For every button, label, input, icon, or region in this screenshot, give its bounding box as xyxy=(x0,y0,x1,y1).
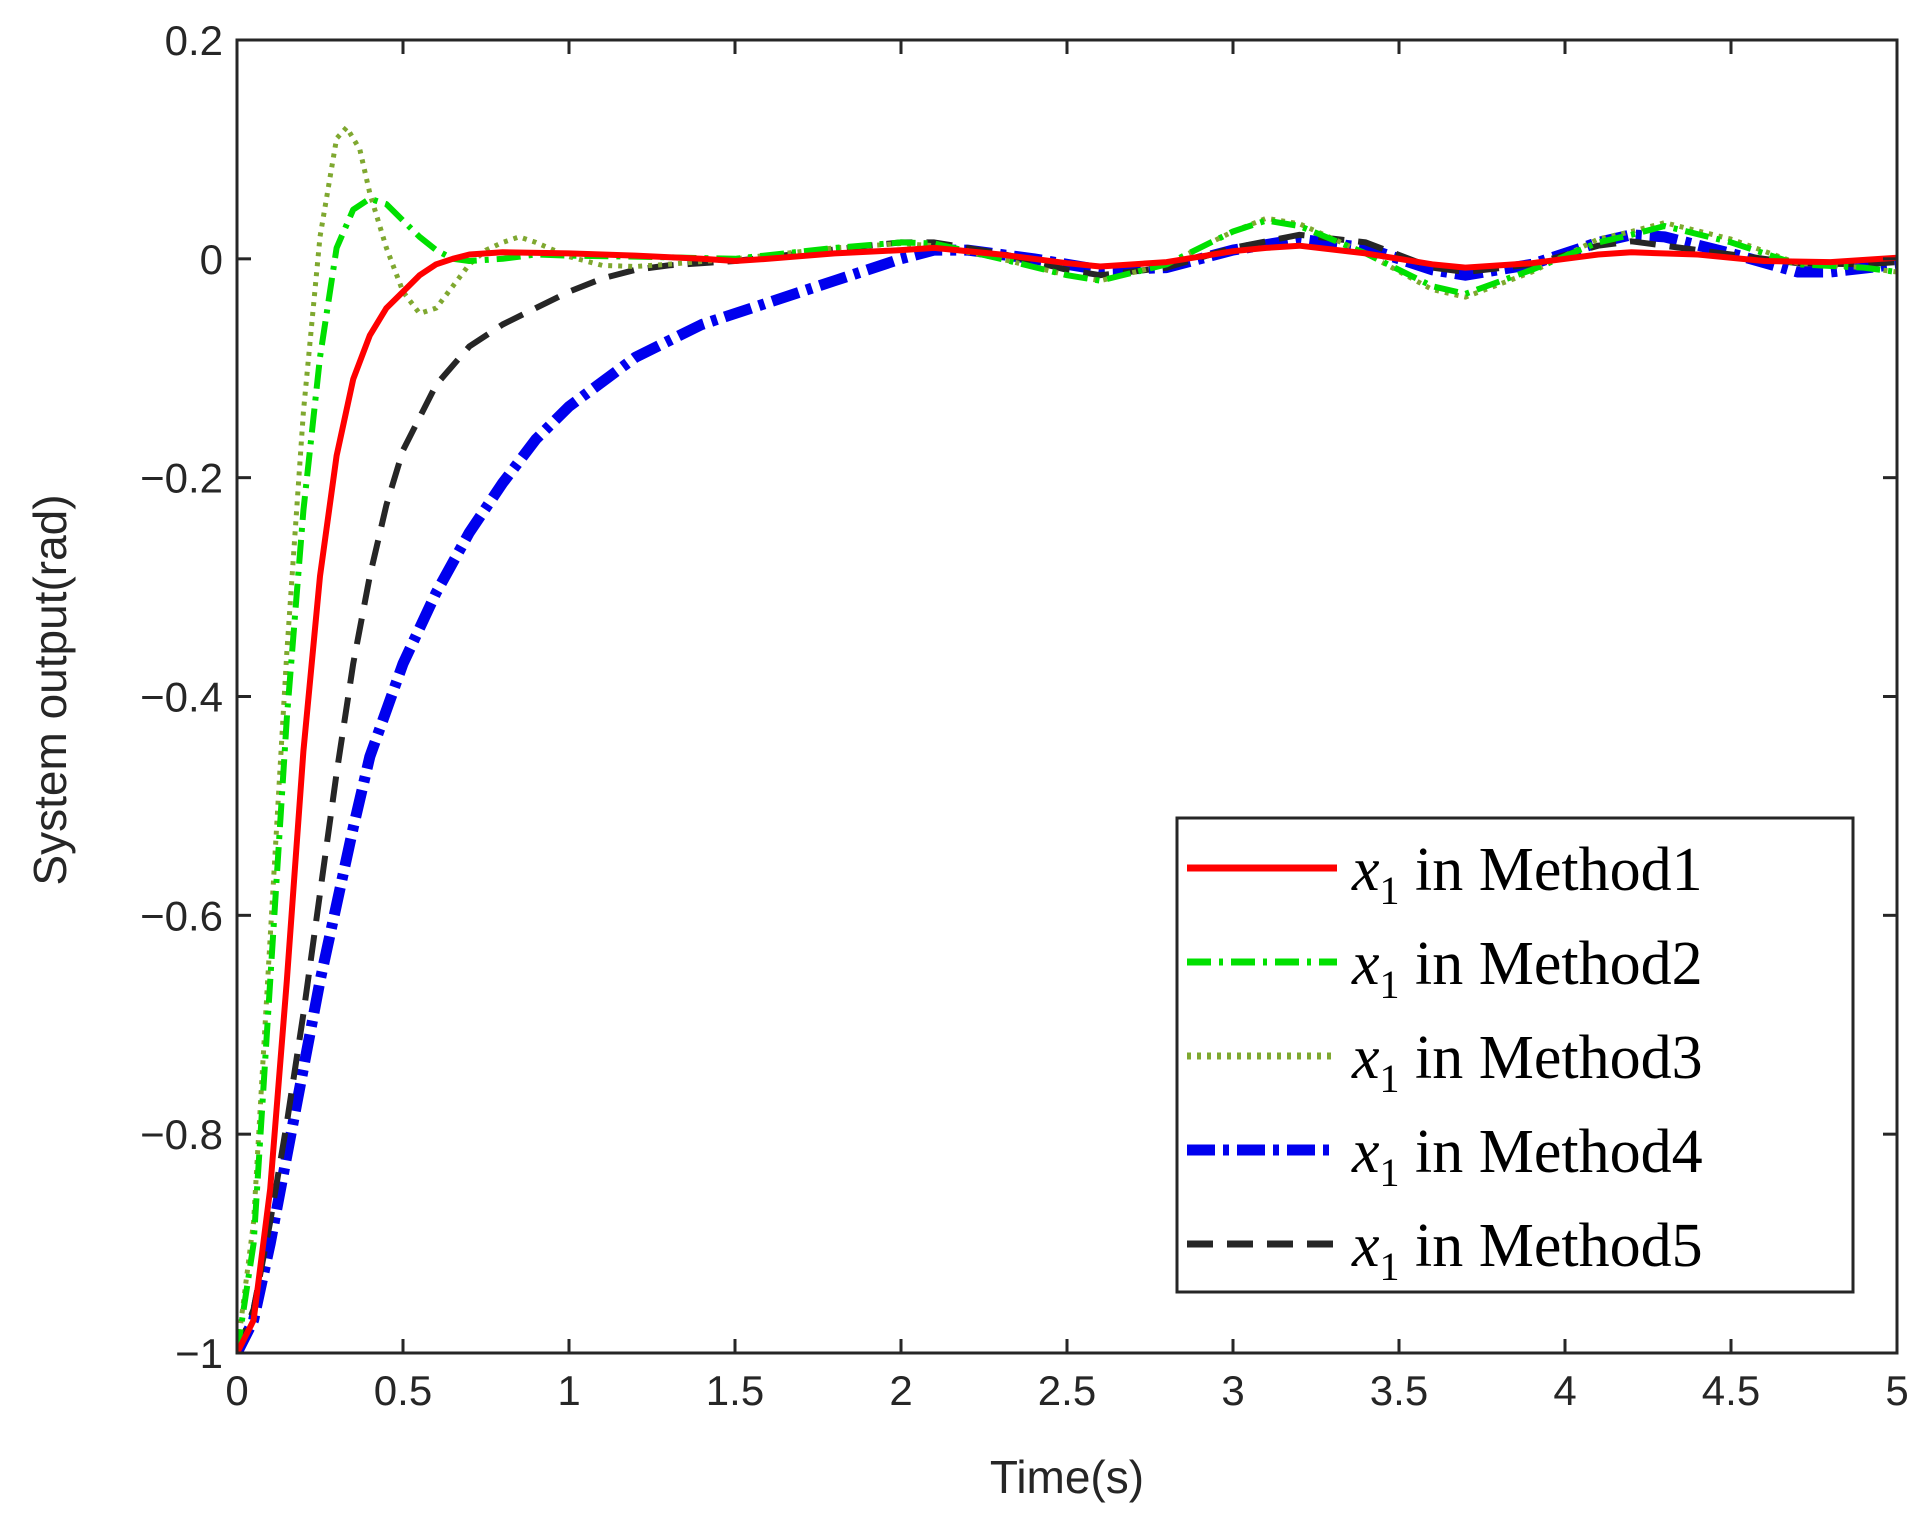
y-axis-label: System output(rad) xyxy=(24,494,76,885)
ticks: 0 0.5 1 1.5 2 2.5 3 3.5 4 4.5 5 −1 −0.8 −0.6 −0.4 −0.2 0… xyxy=(140,17,1909,1414)
x-tick-label: 2.5 xyxy=(1038,1367,1096,1414)
legend-label: x1 in Method3 xyxy=(1351,1024,1703,1101)
legend: x1 in Method1 x1 in Method2 x1 in Method3 x… xyxy=(1175,816,1855,1294)
y-tick-label: −1 xyxy=(175,1330,223,1377)
y-tick-label: −0.6 xyxy=(140,892,223,939)
x-tick-label: 1 xyxy=(557,1367,580,1414)
legend-label: x1 in Method2 xyxy=(1351,930,1703,1007)
series-layer xyxy=(237,125,1897,1353)
x-tick-label: 0.5 xyxy=(374,1367,432,1414)
y-tick-label: −0.2 xyxy=(140,455,223,502)
legend-label: x1 in Method5 xyxy=(1351,1212,1703,1289)
y-tick-label: −0.4 xyxy=(140,674,223,721)
y-tick-label: −0.8 xyxy=(140,1111,223,1158)
x-tick-label: 0 xyxy=(225,1367,248,1414)
x-tick-label: 4 xyxy=(1553,1367,1576,1414)
x-tick-label: 4.5 xyxy=(1702,1367,1760,1414)
legend-label: x1 in Method1 xyxy=(1351,836,1703,913)
x-tick-label: 1.5 xyxy=(706,1367,764,1414)
y-tick-label: 0 xyxy=(200,236,223,283)
x-tick-label: 2 xyxy=(889,1367,912,1414)
x-tick-label: 3 xyxy=(1221,1367,1244,1414)
series-line-method3 xyxy=(237,125,1897,1353)
series-line-method1 xyxy=(237,242,1897,1353)
x-tick-label: 5 xyxy=(1885,1367,1908,1414)
series-line-method4 xyxy=(237,229,1897,1353)
legend-label: x1 in Method4 xyxy=(1351,1118,1703,1195)
x-tick-label: 3.5 xyxy=(1370,1367,1428,1414)
y-tick-label: 0.2 xyxy=(165,17,223,64)
x-axis-label: Time(s) xyxy=(990,1451,1144,1503)
